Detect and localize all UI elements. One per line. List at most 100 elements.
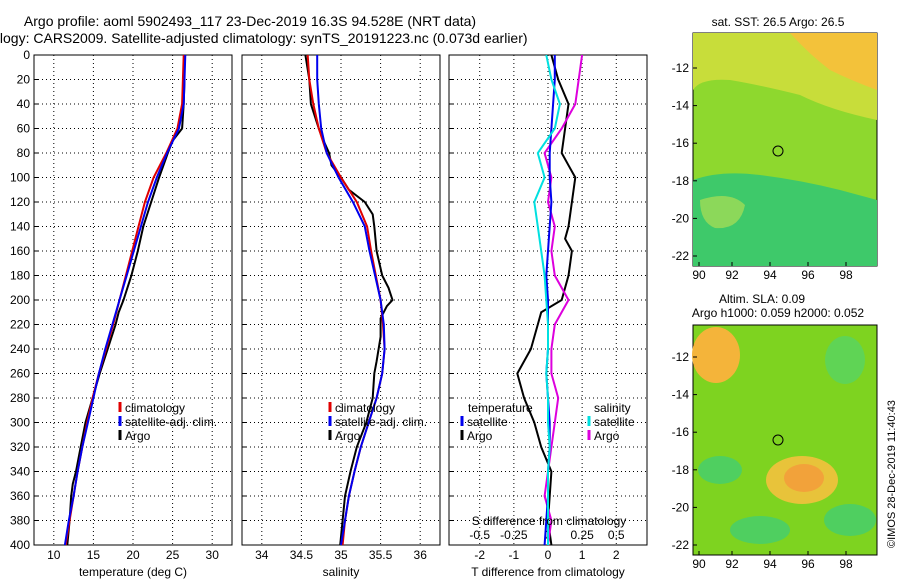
sla-map-title: Altim. SLA: 0.09 xyxy=(719,292,805,306)
sst-map-hot-zone xyxy=(790,33,877,90)
difference-legend-temperature-title: temperature xyxy=(468,401,533,415)
map-xtick-label: 94 xyxy=(763,268,777,282)
map-ytick-label: -16 xyxy=(672,425,690,439)
sst-map-patch xyxy=(700,196,745,229)
temperature-xtick-label: 30 xyxy=(206,548,220,562)
difference-t-xtick-label: -2 xyxy=(474,548,485,562)
salinity-xtick-label: 35 xyxy=(334,548,348,562)
difference-xlabel: T difference from climatology xyxy=(471,565,625,579)
salinity-xlabel: salinity xyxy=(323,565,360,579)
difference-t-xtick-label: 0 xyxy=(545,548,552,562)
map-ytick-label: -14 xyxy=(672,388,690,402)
temperature-ytick-label: 240 xyxy=(10,342,30,356)
temperature-ytick-label: 20 xyxy=(17,73,31,87)
sla-map-high-west xyxy=(692,327,740,383)
map-ytick-label: -14 xyxy=(672,99,690,113)
difference-t-xtick-label: -1 xyxy=(509,548,520,562)
map-xtick-label: 90 xyxy=(692,557,706,571)
sla-map-low-4 xyxy=(825,336,865,384)
temperature-ytick-label: 220 xyxy=(10,318,30,332)
temperature-legend-argo-label: Argo xyxy=(125,429,151,443)
temperature-panel: 0 20 40 60 80 100 120 140 160 180 200 220 240 260 280 3… xyxy=(10,48,233,579)
sst-map-argo-marker xyxy=(772,145,784,157)
temperature-ytick-label: 400 xyxy=(10,538,30,552)
sla-map-low-2 xyxy=(824,504,876,536)
salinity-legend-satellite-label: satellite-adj. clim. xyxy=(335,415,427,429)
difference-legend-temperature-satellite-label: satellite xyxy=(467,415,508,429)
temperature-ytick-label: 40 xyxy=(17,97,31,111)
temperature-xtick-label: 20 xyxy=(126,548,140,562)
sst-map: sat. SST: 26.5 Argo: 26.5 90 92 94 96 98 -12 -… xyxy=(672,15,878,282)
difference-legend-salinity-satellite-label: satellite xyxy=(594,415,635,429)
temperature-xlabel: temperature (deg C) xyxy=(79,565,187,579)
salinity-xtick-label: 36 xyxy=(414,548,428,562)
difference-legend-salinity-title: salinity xyxy=(594,401,631,415)
temperature-ytick-label: 0 xyxy=(23,48,30,62)
sla-map: Altim. SLA: 0.09 Argo h1000: 0.059 h2000… xyxy=(672,292,878,571)
map-xtick-label: 90 xyxy=(692,268,706,282)
temperature-xtick-label: 15 xyxy=(87,548,101,562)
salinity-satellite-line xyxy=(316,55,386,546)
map-xtick-label: 98 xyxy=(839,557,853,571)
difference-s-xtick-label: 0.5 xyxy=(608,528,625,542)
map-xtick-label: 96 xyxy=(801,268,815,282)
map-ytick-label: -18 xyxy=(672,463,690,477)
temperature-legend-climatology-label: climatology xyxy=(125,401,185,415)
temperature-ytick-label: 360 xyxy=(10,489,30,503)
temperature-ytick-label: 80 xyxy=(17,146,31,160)
sla-map-argo-marker xyxy=(772,434,784,446)
sla-map-low-1 xyxy=(698,456,742,484)
sla-map-subtitle: Argo h1000: 0.059 h2000: 0.052 xyxy=(692,306,864,320)
temperature-ytick-label: 60 xyxy=(17,122,31,136)
temperature-legend-satellite-label: satellite-adj. clim. xyxy=(125,415,217,429)
salinity-xtick-label: 35.5 xyxy=(369,548,393,562)
sst-map-cool-zone xyxy=(693,173,877,266)
map-ytick-label: -22 xyxy=(672,249,690,263)
map-xtick-label: 98 xyxy=(839,268,853,282)
difference-t-xtick-label: 2 xyxy=(613,548,620,562)
difference-legend-temperature-argo-label: Argo xyxy=(467,429,493,443)
temperature-satellite-line xyxy=(63,54,187,546)
temperature-ytick-label: 200 xyxy=(10,293,30,307)
temperature-xtick-label: 25 xyxy=(166,548,180,562)
map-ytick-label: -12 xyxy=(672,350,690,364)
map-ytick-label: -16 xyxy=(672,136,690,150)
map-ytick-label: -22 xyxy=(672,538,690,552)
sla-map-low-3 xyxy=(730,516,790,544)
salinity-xtick-label: 34 xyxy=(255,548,269,562)
sst-map-title: sat. SST: 26.5 Argo: 26.5 xyxy=(712,15,845,29)
map-ytick-label: -18 xyxy=(672,174,690,188)
temperature-ytick-label: 160 xyxy=(10,244,30,258)
map-xtick-label: 92 xyxy=(725,268,739,282)
map-ytick-label: -12 xyxy=(672,61,690,75)
temperature-ytick-label: 140 xyxy=(10,220,30,234)
temperature-ytick-label: 280 xyxy=(10,391,30,405)
salinity-panel: 34 34.5 35 35.5 36 salinity climatologysatelli… xyxy=(241,54,441,579)
imos-credit: ©IMOS 28-Dec-2019 11:40:43 xyxy=(886,400,898,548)
sla-map-high-core xyxy=(784,464,824,492)
map-xtick-label: 94 xyxy=(763,557,777,571)
temperature-ytick-label: 260 xyxy=(10,367,30,381)
difference-s-xtick-label: -0.5 xyxy=(469,528,490,542)
temperature-xtick-label: 10 xyxy=(47,548,61,562)
difference-salinity-argo-line xyxy=(543,54,584,546)
difference-xlabel-salinity: S difference from climatology xyxy=(472,514,627,528)
map-xtick-label: 92 xyxy=(725,557,739,571)
map-ytick-label: -20 xyxy=(672,211,690,225)
map-xtick-label: 96 xyxy=(801,557,815,571)
header-title: Argo profile: aoml 5902493_117 23-Dec-20… xyxy=(24,13,476,29)
temperature-ytick-label: 320 xyxy=(10,440,30,454)
temperature-ytick-label: 180 xyxy=(10,269,30,283)
temperature-ytick-label: 300 xyxy=(10,416,30,430)
difference-salinity-satellite-line xyxy=(533,54,561,545)
salinity-legend-argo-label: Argo xyxy=(335,429,361,443)
difference-t-xtick-label: 1 xyxy=(579,548,586,562)
difference-panel: -2 -1 0 1 2-0.5 -0.25 0 0.25 0.5T difference fro… xyxy=(448,54,648,579)
difference-s-xtick-label: 0.25 xyxy=(570,528,594,542)
temperature-ytick-label: 380 xyxy=(10,514,30,528)
salinity-xtick-label: 34.5 xyxy=(290,548,314,562)
temperature-ytick-label: 100 xyxy=(10,171,30,185)
salinity-legend-climatology-label: climatology xyxy=(335,401,395,415)
difference-s-xtick-label: -0.25 xyxy=(500,528,528,542)
